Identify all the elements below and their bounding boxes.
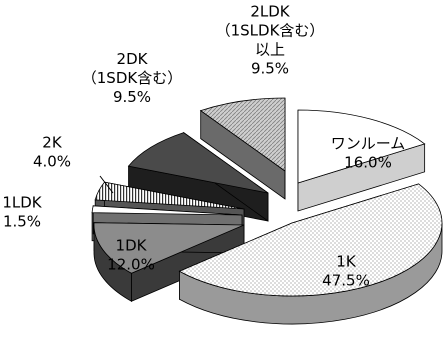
pie-slice	[297, 109, 426, 212]
slice-category-label: ワンルーム	[331, 135, 406, 153]
pie-slice	[93, 222, 245, 302]
slice-category-label: 1LDK	[2, 194, 42, 212]
slice-percent-label: 16.0%	[344, 154, 392, 172]
slice-category-label: 以上	[255, 41, 285, 59]
pie-slice	[178, 183, 443, 325]
slice-percent-label: 4.0%	[33, 153, 71, 171]
slice-category-label: 2DK	[117, 50, 149, 68]
slice-percent-label: 9.5%	[251, 60, 289, 78]
slice-percent-label: 47.5%	[322, 272, 370, 290]
leader-line	[99, 175, 114, 194]
slice-label: 2K4.0%	[33, 134, 71, 171]
pie-slices	[91, 97, 443, 325]
slice-percent-label: 12.0%	[107, 256, 155, 274]
slice-percent-label: 1.5%	[3, 213, 41, 231]
slice-category-label: 2LDK	[250, 3, 290, 21]
slice-label: 2DK（1SDK含む）9.5%	[82, 50, 182, 106]
slice-category-label: 1K	[336, 253, 357, 271]
slice-category-label: 1DK	[116, 237, 148, 255]
slice-percent-label: 9.5%	[113, 88, 151, 106]
slice-category-label: （1SDK含む）	[82, 69, 182, 87]
slice-category-label: （1SLDK含む）	[216, 22, 325, 40]
pie-slice	[199, 97, 286, 200]
slice-labels: ワンルーム16.0%1K47.5%1DK12.0%1LDK1.5%2K4.0%2…	[2, 3, 406, 290]
slice-label: 2LDK（1SLDK含む）以上9.5%	[216, 3, 325, 78]
slice-category-label: 2K	[42, 134, 63, 152]
